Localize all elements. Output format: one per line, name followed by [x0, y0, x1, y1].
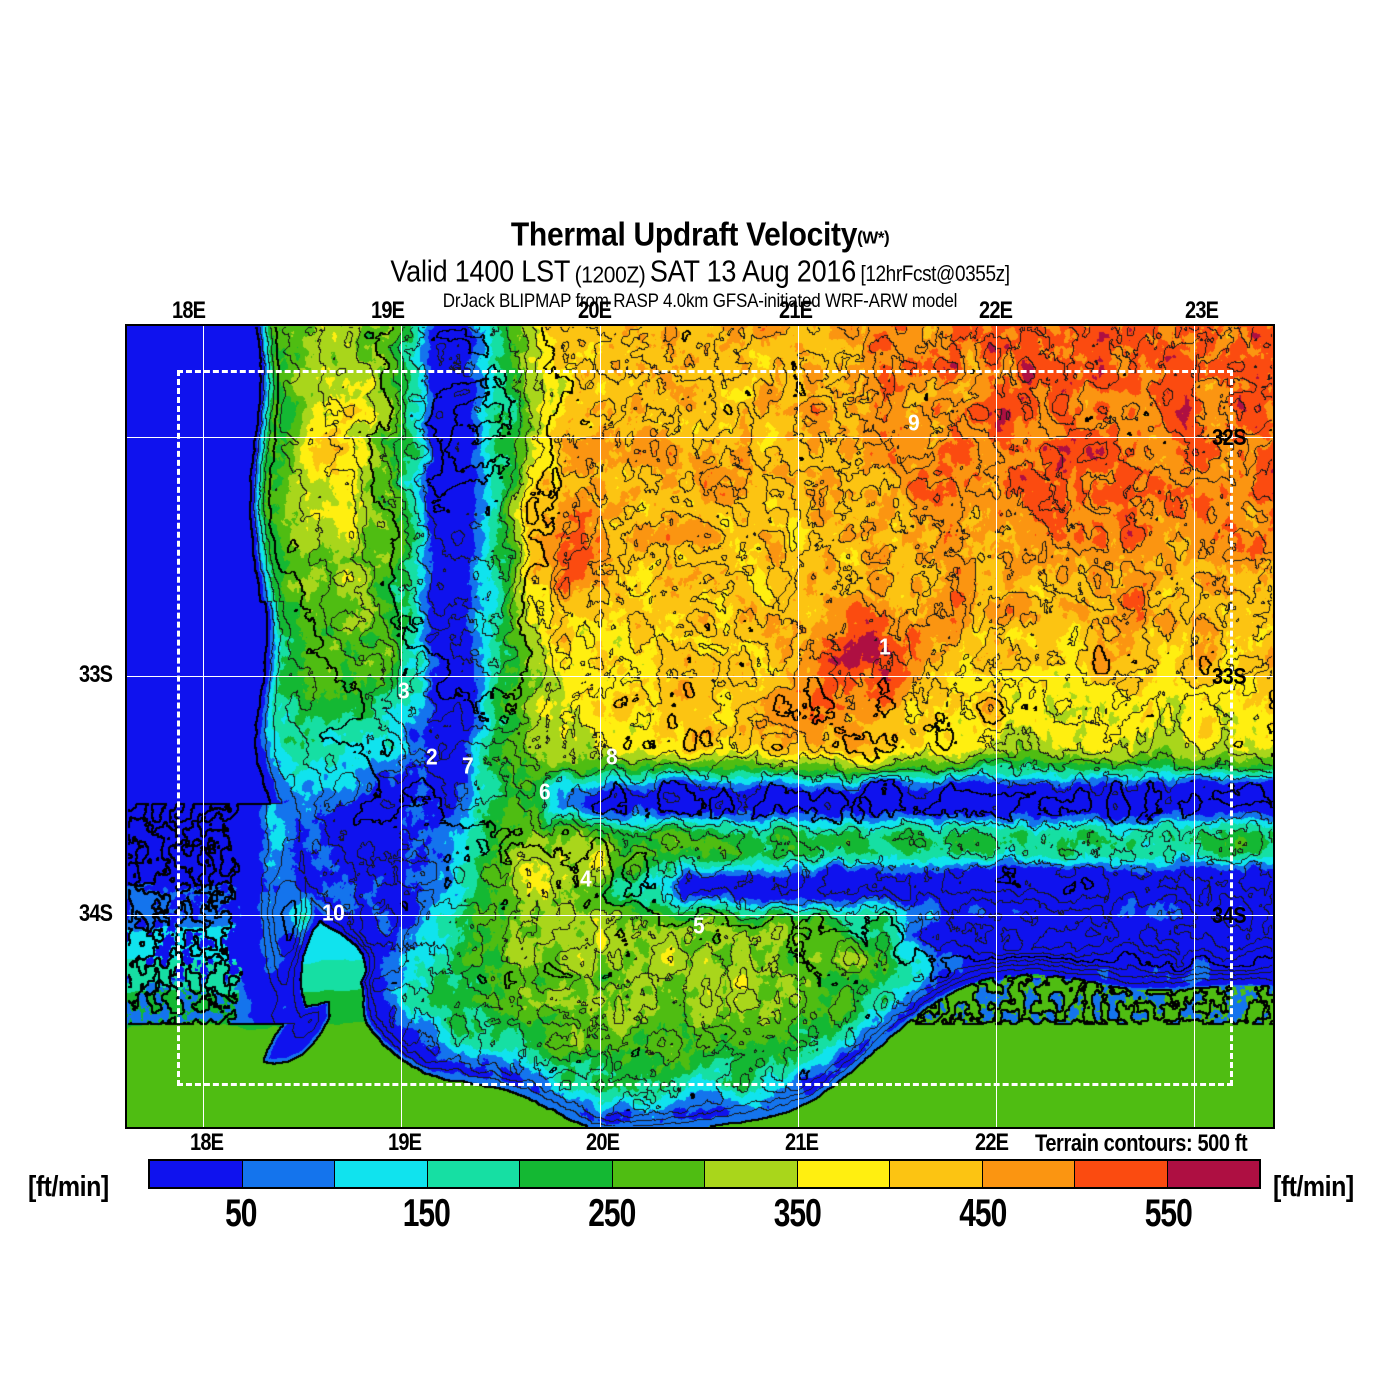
colorbar-band-3: [426, 1161, 519, 1187]
lat-label-right-32s: 32S: [1212, 425, 1247, 451]
map-marker-1: 1: [879, 634, 891, 661]
lon-label-top-19e: 19E: [371, 297, 405, 324]
lon-label-top-21e: 21E: [779, 297, 813, 324]
colorbar[interactable]: [ft/min] [ft/min] 50 150 250 350 450 550: [0, 1159, 1400, 1249]
map-marker-4: 4: [580, 866, 592, 893]
colorbar-tick-50: 50: [225, 1192, 257, 1235]
colorbar-band-2: [334, 1161, 427, 1187]
forecast-map[interactable]: 32S 33S 34S 3 2 7 8 6 4 5 10 9 1: [125, 324, 1275, 1129]
colorbar-unit-right: [ft/min]: [1273, 1170, 1354, 1204]
thermal-updraft-raster: [127, 326, 1273, 1127]
map-marker-7: 7: [462, 753, 474, 780]
map-marker-9: 9: [908, 410, 920, 437]
colorbar-band-9: [981, 1161, 1074, 1187]
valid-time-utc: (1200Z): [574, 262, 646, 289]
colorbar-band-11: [1166, 1161, 1259, 1187]
colorbar-tick-550: 550: [1144, 1192, 1193, 1235]
lon-label-top-20e: 20E: [578, 297, 612, 324]
lon-label-top-18e: 18E: [172, 297, 206, 324]
title-line-1: Thermal Updraft Velocity(W*): [0, 218, 1400, 252]
valid-time-prefix: Valid 1400 LST: [390, 254, 571, 289]
colorbar-gradient[interactable]: [148, 1159, 1261, 1189]
colorbar-tick-250: 250: [588, 1192, 636, 1235]
colorbar-tick-150: 150: [402, 1192, 451, 1235]
map-marker-6: 6: [539, 779, 551, 806]
model-source-text: DrJack BLIPMAP from RASP 4.0km GFSA-init…: [442, 289, 958, 312]
valid-date: SAT 13 Aug 2016: [649, 254, 857, 289]
lat-label-left-34s: 34S: [79, 900, 113, 927]
forecast-tag: [12hrFcst@0355z]: [860, 262, 1010, 287]
lat-label-right-33s: 33S: [1212, 664, 1247, 690]
colorbar-band-5: [611, 1161, 704, 1187]
map-marker-2: 2: [426, 744, 438, 771]
colorbar-band-10: [1074, 1161, 1167, 1187]
map-marker-5: 5: [693, 913, 705, 940]
lon-label-top-22e: 22E: [979, 297, 1013, 324]
colorbar-tick-450: 450: [959, 1192, 1007, 1235]
lat-label-left-33s: 33S: [79, 661, 113, 688]
lat-label-right-34s: 34S: [1212, 903, 1247, 929]
lon-label-bottom-18e: 18E: [190, 1129, 224, 1156]
lon-label-bottom-19e: 19E: [388, 1129, 422, 1156]
colorbar-band-8: [889, 1161, 982, 1187]
colorbar-band-7: [796, 1161, 889, 1187]
title-line-3: DrJack BLIPMAP from RASP 4.0km GFSA-init…: [0, 289, 1400, 312]
colorbar-band-4: [519, 1161, 612, 1187]
page-title: Thermal Updraft Velocity: [510, 216, 858, 254]
map-marker-3: 3: [398, 678, 410, 705]
lon-label-bottom-20e: 20E: [586, 1129, 620, 1156]
title-superscript: (W*): [857, 227, 890, 248]
colorbar-band-0: [150, 1161, 242, 1187]
title-line-2: Valid 1400 LST (1200Z) SAT 13 Aug 2016 […: [0, 254, 1400, 289]
colorbar-tick-350: 350: [773, 1192, 822, 1235]
colorbar-band-6: [704, 1161, 797, 1187]
lon-label-bottom-22e: 22E: [975, 1129, 1009, 1156]
map-marker-10: 10: [322, 900, 345, 927]
chart-title-block: Thermal Updraft Velocity(W*) Valid 1400 …: [0, 218, 1400, 312]
lon-label-bottom-21e: 21E: [785, 1129, 819, 1156]
colorbar-unit-left: [ft/min]: [28, 1170, 109, 1204]
terrain-contour-note: Terrain contours: 500 ft: [1035, 1131, 1248, 1157]
map-marker-8: 8: [606, 744, 618, 771]
colorbar-band-1: [241, 1161, 334, 1187]
lon-label-top-23e: 23E: [1185, 297, 1219, 324]
